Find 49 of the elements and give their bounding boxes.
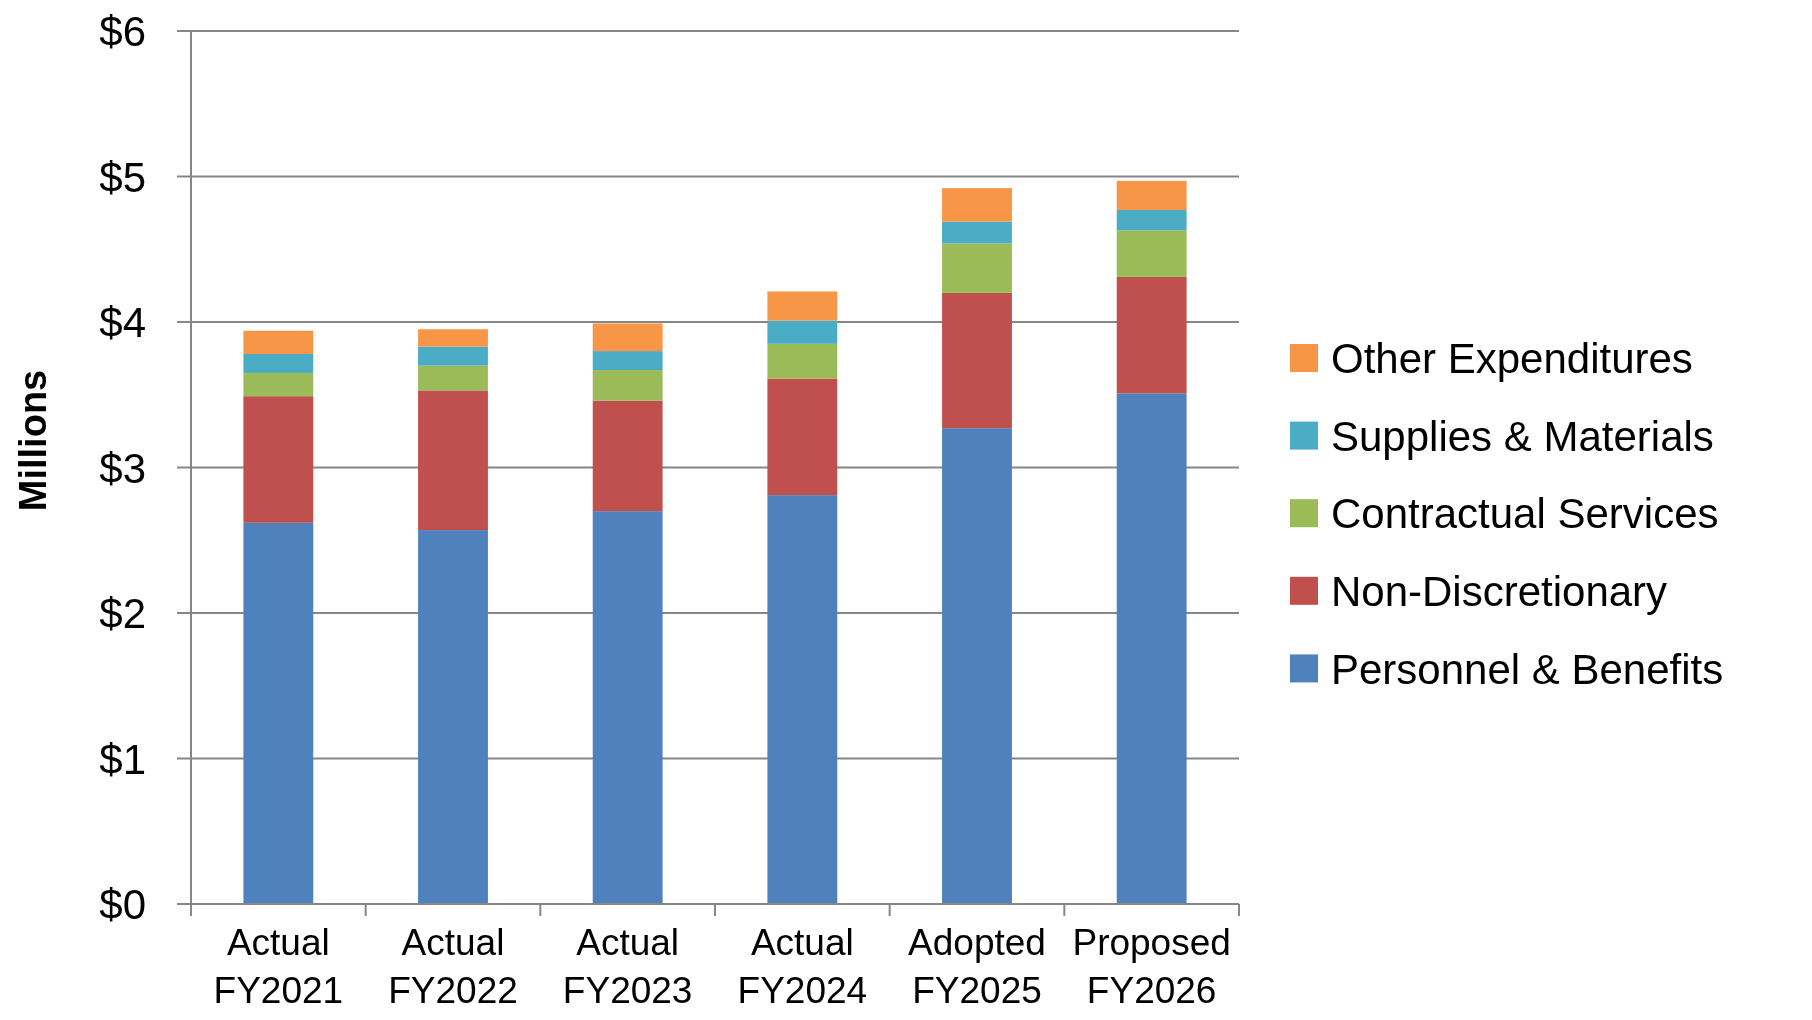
bar: [418, 530, 488, 904]
bar: [942, 243, 1012, 293]
bar: [592, 511, 663, 904]
legend-label: Non-Discretionary: [1331, 567, 1668, 615]
legend-label: Personnel & Benefits: [1331, 645, 1724, 693]
bar: [243, 396, 314, 523]
y-tick-label: $2: [99, 590, 146, 638]
x-tick-label: Actual FY2024: [737, 922, 868, 1012]
bar: [418, 329, 488, 347]
bar: [942, 428, 1012, 904]
legend-label: Other Expenditures: [1331, 335, 1693, 383]
bar: [243, 522, 314, 904]
y-tick-label: $6: [99, 8, 146, 56]
bar: [767, 320, 838, 344]
bar: [592, 323, 663, 352]
bar: [767, 378, 838, 496]
bar: [592, 400, 663, 512]
bar: [1116, 276, 1187, 394]
bar: [418, 346, 488, 366]
x-tick-label: Adopted FY2025: [908, 922, 1046, 1012]
y-tick-label: $0: [99, 881, 146, 929]
x-tick-label: Actual FY2022: [388, 922, 518, 1012]
bar: [418, 390, 488, 531]
bar: [418, 365, 488, 391]
legend-label: Supplies & Materials: [1331, 412, 1714, 460]
bar: [592, 370, 663, 401]
bar: [767, 291, 838, 321]
bar: [767, 495, 838, 904]
bar: [942, 292, 1012, 429]
y-tick-label: $5: [99, 153, 146, 201]
bar: [1116, 180, 1187, 210]
bar: [1116, 230, 1187, 277]
bar: [1116, 209, 1187, 231]
bar: [942, 188, 1012, 222]
bar: [1116, 393, 1187, 904]
bar: [767, 343, 838, 379]
bar: [243, 372, 314, 397]
y-tick-label: $3: [99, 444, 146, 492]
y-tick-label: $4: [99, 299, 146, 347]
bar: [243, 354, 314, 373]
x-tick-label: Actual FY2021: [213, 922, 344, 1012]
x-tick-label: Proposed FY2026: [1072, 922, 1231, 1012]
bar: [592, 351, 663, 371]
y-tick-label: $1: [99, 735, 146, 783]
bar: [942, 221, 1012, 244]
bar: [243, 330, 314, 355]
x-tick-label: Actual FY2023: [562, 922, 693, 1012]
legend-label: Contractual Services: [1331, 490, 1719, 538]
y-axis-title: Millions: [12, 369, 54, 512]
